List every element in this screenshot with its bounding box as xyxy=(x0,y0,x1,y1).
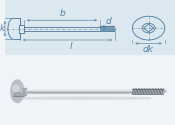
Polygon shape xyxy=(23,88,26,94)
Text: b: b xyxy=(59,9,65,18)
Text: d: d xyxy=(106,17,111,26)
Ellipse shape xyxy=(14,93,22,97)
Ellipse shape xyxy=(11,97,151,99)
Polygon shape xyxy=(163,89,166,93)
Polygon shape xyxy=(26,90,132,93)
FancyBboxPatch shape xyxy=(5,0,175,55)
Ellipse shape xyxy=(13,85,19,91)
Polygon shape xyxy=(132,89,163,93)
Ellipse shape xyxy=(11,80,24,102)
Text: dk: dk xyxy=(143,46,154,54)
Text: k: k xyxy=(0,24,5,33)
Text: l: l xyxy=(70,42,72,51)
